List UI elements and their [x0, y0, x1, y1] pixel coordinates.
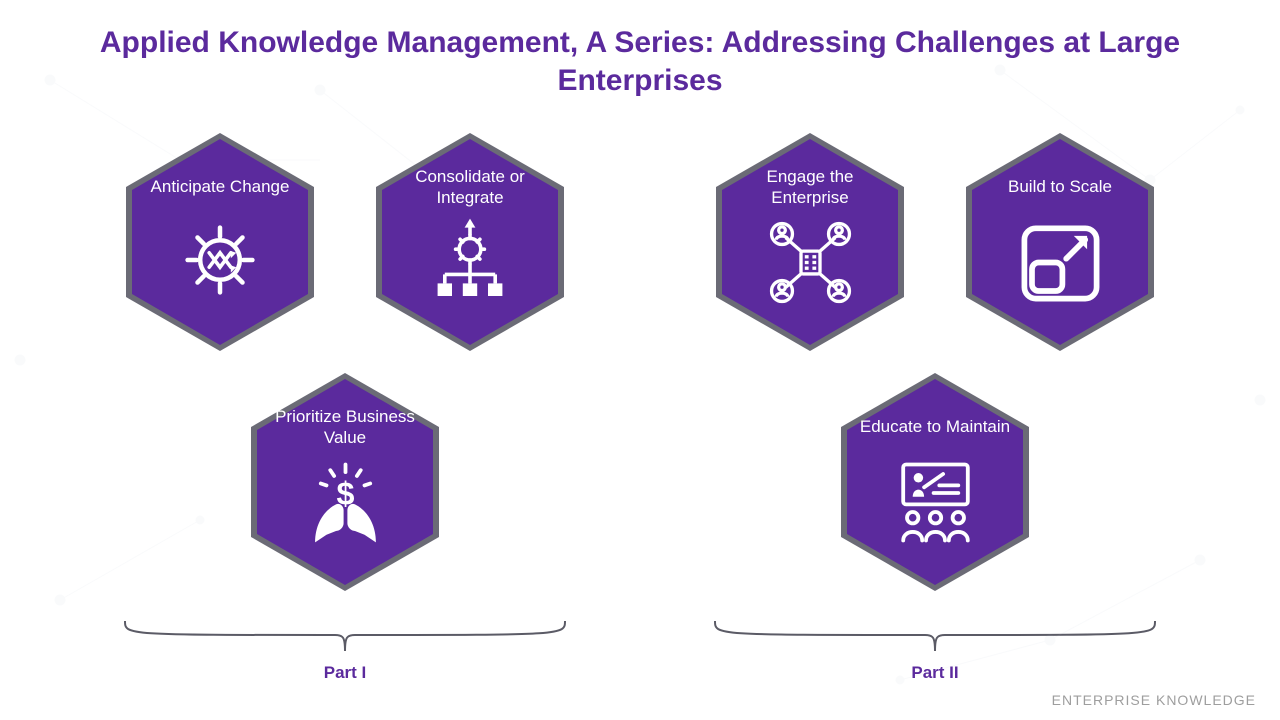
hex-engage-enterprise: Engage the Enterprise [710, 127, 910, 357]
scale-box-icon [1013, 215, 1108, 310]
part-label: Part I [324, 663, 367, 683]
hex-consolidate-integrate: Consolidate or Integrate [370, 127, 570, 357]
brace-bracket [705, 617, 1165, 655]
footer-brand: ENTERPRISE KNOWLEDGE [1052, 692, 1256, 708]
hex-prioritize-value: Prioritize Business Value $ [245, 367, 445, 597]
hex-educate-maintain: Educate to Maintain [835, 367, 1035, 597]
hex-anticipate-change: Anticipate Change [120, 127, 320, 357]
hex-row-top: Engage the Enterprise [710, 127, 1160, 357]
gear-merge-icon [425, 215, 515, 305]
classroom-icon [888, 455, 983, 550]
hex-build-scale: Build to Scale [960, 127, 1160, 357]
gear-shuffle-icon [175, 215, 265, 305]
hex-label: Educate to Maintain [840, 405, 1030, 449]
group-part-2: Engage the Enterprise [705, 127, 1165, 683]
part-label: Part II [911, 663, 958, 683]
hands-dollar-icon: $ [298, 455, 393, 550]
hex-label: Prioritize Business Value [245, 405, 445, 449]
hex-label: Anticipate Change [131, 165, 310, 209]
group-part-1: Anticipate Change [115, 127, 575, 683]
content-area: Anticipate Change [0, 109, 1280, 683]
hex-label: Build to Scale [988, 165, 1132, 209]
hex-row-bottom: Prioritize Business Value $ [245, 367, 445, 597]
hex-label: Consolidate or Integrate [370, 165, 570, 209]
hex-row-top: Anticipate Change [120, 127, 570, 357]
brace-bracket [115, 617, 575, 655]
people-network-icon [763, 215, 858, 310]
page-title: Applied Knowledge Management, A Series: … [0, 0, 1280, 109]
hex-row-bottom: Educate to Maintain [835, 367, 1035, 597]
hex-label: Engage the Enterprise [710, 165, 910, 209]
